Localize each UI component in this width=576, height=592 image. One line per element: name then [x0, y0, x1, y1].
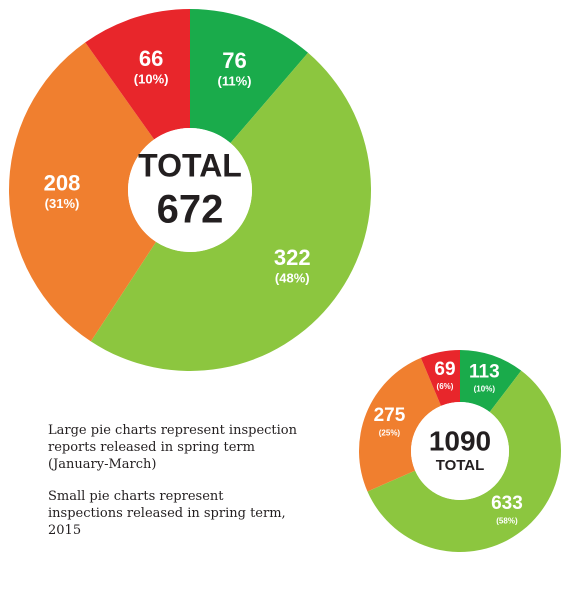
center-label: TOTAL — [138, 147, 242, 183]
value-label: 76 — [222, 48, 246, 73]
pie-slice — [460, 349, 522, 413]
center-hole — [128, 128, 252, 252]
percent-label: (25%) — [379, 428, 401, 437]
pie-slice — [90, 52, 371, 372]
pie-slice — [85, 9, 190, 140]
pie-slice — [359, 357, 442, 492]
center-total: 672 — [157, 188, 224, 232]
value-label: 113 — [469, 361, 500, 382]
pie-slice — [367, 370, 561, 552]
value-label: 322 — [274, 245, 311, 270]
pie-slice — [190, 9, 309, 144]
pie-slice — [420, 350, 460, 406]
pie-slice — [8, 42, 157, 342]
percent-label: (31%) — [45, 196, 80, 211]
percent-label: (10%) — [134, 72, 169, 87]
value-label: 208 — [44, 171, 81, 196]
percent-label: (6%) — [437, 382, 454, 391]
value-label: 66 — [139, 46, 163, 71]
value-label: 69 — [434, 359, 455, 380]
note: Small pie charts represent inspections r… — [48, 489, 286, 538]
notes: Large pie charts represent inspection re… — [48, 422, 298, 554]
center-hole — [411, 402, 509, 500]
percent-label: (58%) — [496, 516, 518, 525]
center-label: TOTAL — [436, 457, 485, 474]
percent-label: (10%) — [474, 385, 496, 394]
value-label: 275 — [374, 405, 406, 426]
value-label: 633 — [491, 493, 523, 514]
note: Large pie charts represent inspection re… — [48, 423, 298, 472]
percent-label: (48%) — [275, 271, 310, 286]
center-total: 1090 — [429, 425, 491, 456]
percent-label: (11%) — [218, 74, 252, 89]
